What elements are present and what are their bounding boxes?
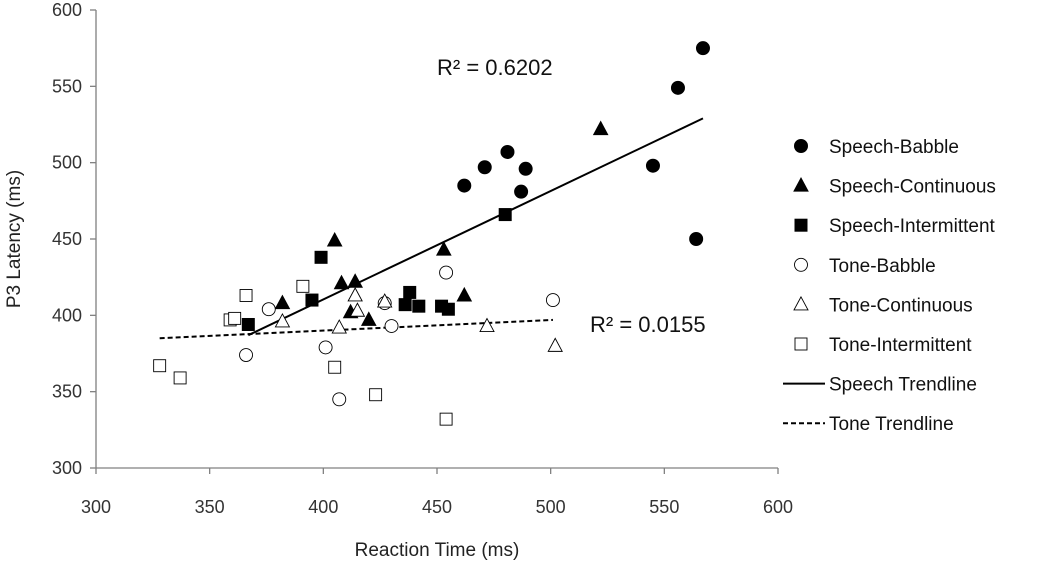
y-axis-title: P3 Latency (ms)	[4, 170, 25, 308]
tone-trendline	[159, 318, 553, 340]
tone-intermittent-point	[228, 311, 242, 325]
x-tick-label: 300	[81, 497, 111, 517]
x-tick-label: 350	[195, 497, 225, 517]
speech-intermittent-point	[441, 302, 455, 316]
tone-continuous-point	[331, 319, 348, 334]
legend-speech-intermittent-label: Speech-Intermittent	[829, 216, 996, 237]
x-tick-label: 450	[422, 497, 452, 517]
speech-intermittent-point	[498, 208, 512, 222]
tone-intermittent-point	[328, 360, 342, 374]
speech-babble-point	[514, 184, 529, 199]
tone-babble-point	[261, 302, 276, 317]
speech-babble-point	[500, 144, 515, 159]
speech-intermittent-point	[398, 298, 412, 312]
x-tick-label: 600	[763, 497, 793, 517]
speech-continuous-point	[456, 286, 473, 302]
tone-babble-point	[439, 265, 454, 280]
tone-continuous-point	[547, 337, 563, 352]
speech-babble-point	[645, 158, 660, 173]
x-tick-label: 550	[649, 497, 679, 517]
legend-speech-babble-label: Speech-Babble	[829, 137, 959, 158]
legend-tone-trendline-label: Tone Trendline	[829, 414, 954, 435]
speech-babble-point	[689, 232, 704, 246]
y-tick-label: 500	[52, 153, 82, 173]
tone-intermittent-point	[369, 388, 383, 402]
speech-continuous-point	[274, 294, 291, 310]
speech-continuous-point	[347, 273, 363, 288]
x-tick-label: 400	[308, 497, 338, 517]
tone-babble-point	[384, 319, 399, 333]
tone-intermittent-point	[173, 371, 187, 385]
data-points	[153, 41, 710, 426]
tone-babble-point	[239, 348, 253, 362]
speech-babble-point	[518, 161, 533, 176]
tone-intermittent-point	[296, 279, 310, 293]
tone-continuous-point	[479, 317, 495, 332]
tone-babble-point	[332, 392, 347, 407]
legend-speech-continuous-marker	[793, 177, 809, 192]
tone-intermittent-point	[153, 359, 167, 373]
x-tick-label: 500	[536, 497, 566, 517]
legend-speech-babble-marker	[794, 139, 808, 153]
x-axis-title: Reaction Time (ms)	[355, 540, 520, 561]
speech-babble-point	[457, 178, 472, 193]
speech-intermittent-point	[403, 285, 417, 299]
y-tick-label: 400	[52, 305, 82, 325]
speech-trendline	[247, 117, 704, 337]
tone-babble-point	[318, 340, 333, 355]
legend-tone-intermittent-marker	[794, 337, 808, 351]
tone-r2-annotation: R² = 0.0155	[590, 312, 706, 337]
tone-continuous-point	[347, 287, 363, 302]
speech-continuous-point	[592, 120, 609, 136]
speech-babble-point	[670, 80, 685, 95]
y-tick-label: 450	[52, 229, 82, 249]
axes	[90, 9, 779, 474]
speech-intermittent-point	[314, 250, 328, 264]
speech-intermittent-point	[412, 299, 426, 313]
speech-continuous-point	[326, 231, 343, 247]
legend-tone-continuous-label: Tone-Continuous	[829, 295, 973, 316]
trendlines	[159, 117, 704, 340]
tone-babble-point	[545, 293, 560, 308]
y-tick-label: 350	[52, 382, 82, 402]
legend-speech-trendline-label: Speech Trendline	[829, 375, 977, 396]
legend: Speech-Babble Speech-Continuous Speech-Int…	[783, 137, 996, 435]
tone-intermittent-point	[239, 289, 253, 302]
legend-speech-continuous-label: Speech-Continuous	[829, 177, 996, 198]
tone-continuous-point	[274, 312, 291, 328]
tone-continuous-point	[349, 302, 366, 317]
y-tick-label: 600	[52, 0, 82, 20]
speech-babble-point	[477, 160, 492, 175]
legend-tone-babble-marker	[794, 257, 808, 272]
y-tick-label: 300	[52, 458, 82, 478]
speech-intermittent-point	[305, 293, 319, 307]
tone-intermittent-point	[439, 412, 453, 426]
legend-speech-intermittent-marker	[794, 218, 808, 232]
tone-continuous-point	[376, 293, 393, 308]
speech-continuous-point	[360, 311, 377, 326]
speech-continuous-point	[435, 241, 452, 256]
tick-labels: 300 350 400 450 500 550 600 300 350 400 450 500 550 6…	[52, 0, 793, 517]
legend-tone-continuous-marker	[793, 295, 809, 311]
speech-intermittent-point	[241, 317, 255, 331]
y-tick-label: 550	[52, 76, 82, 96]
speech-continuous-point	[333, 274, 350, 290]
legend-tone-babble-label: Tone-Babble	[829, 256, 936, 277]
speech-r2-annotation: R² = 0.6202	[437, 55, 553, 80]
speech-babble-point	[695, 41, 710, 56]
legend-tone-intermittent-label: Tone-Intermittent	[829, 335, 972, 356]
